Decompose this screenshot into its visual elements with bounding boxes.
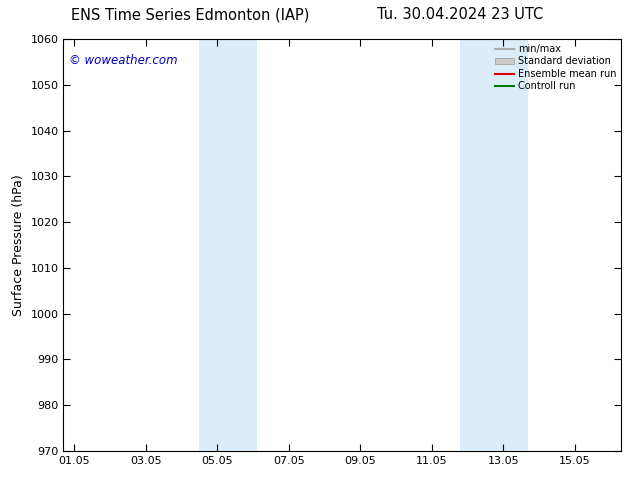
Legend: min/max, Standard deviation, Ensemble mean run, Controll run: min/max, Standard deviation, Ensemble me… <box>493 42 618 93</box>
Text: ENS Time Series Edmonton (IAP): ENS Time Series Edmonton (IAP) <box>71 7 309 22</box>
Bar <box>199 39 257 451</box>
Text: © woweather.com: © woweather.com <box>69 53 178 67</box>
Bar <box>460 39 528 451</box>
Y-axis label: Surface Pressure (hPa): Surface Pressure (hPa) <box>12 174 25 316</box>
Text: Tu. 30.04.2024 23 UTC: Tu. 30.04.2024 23 UTC <box>377 7 543 22</box>
